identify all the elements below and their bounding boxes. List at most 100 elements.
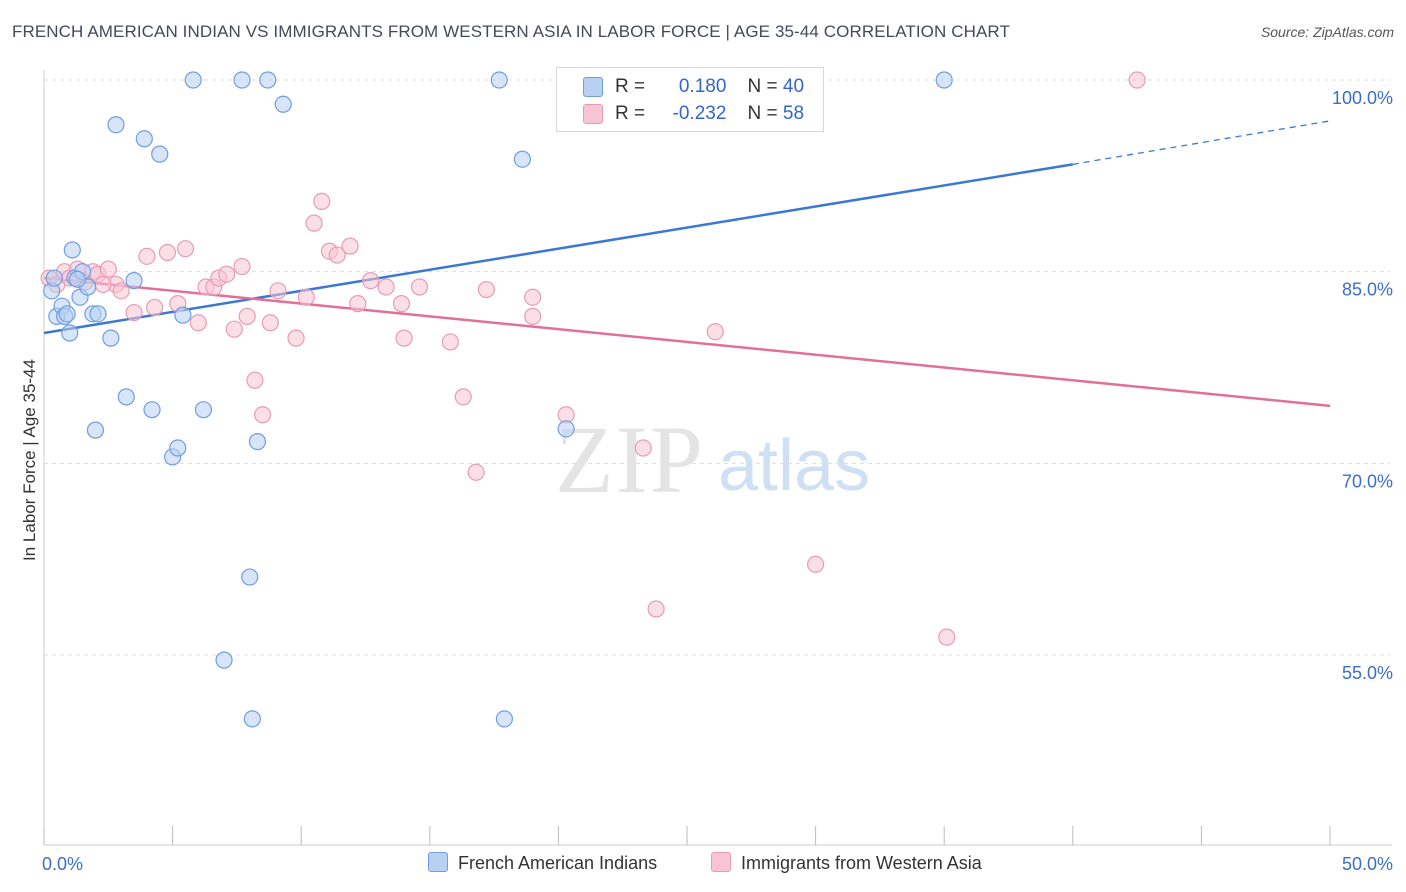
legend-swatch-blue bbox=[583, 77, 603, 97]
data-point-french-american-indian bbox=[274, 95, 292, 113]
data-point-french-american-indian bbox=[63, 241, 81, 259]
bottom-legend-label-pink: Immigrants from Western Asia bbox=[741, 853, 982, 873]
bottom-legend-item-pink: Immigrants from Western Asia bbox=[711, 852, 982, 874]
bottom-legend-swatch-pink bbox=[711, 852, 731, 872]
data-point-french-american-indian bbox=[490, 71, 508, 89]
trendline-extension-french-american-indian bbox=[1072, 120, 1331, 165]
data-points bbox=[40, 71, 1146, 728]
stats-legend: R = 0.180 N = 40 R = -0.232 N = 58 bbox=[556, 67, 824, 132]
data-point-western-asia bbox=[218, 265, 236, 283]
data-point-french-american-indian bbox=[89, 305, 107, 323]
data-point-western-asia bbox=[233, 257, 251, 276]
y-tick-label: 100.0% bbox=[1332, 88, 1393, 108]
legend-r-label: R = bbox=[615, 76, 646, 97]
source-credit: Source: ZipAtlas.com bbox=[1260, 24, 1394, 40]
data-point-french-american-indian bbox=[233, 71, 251, 89]
data-point-french-american-indian bbox=[143, 401, 161, 419]
legend-n-label: N = bbox=[747, 103, 778, 124]
data-point-western-asia bbox=[313, 192, 331, 210]
data-point-western-asia bbox=[225, 320, 243, 338]
data-point-western-asia bbox=[1128, 71, 1146, 89]
data-point-french-american-indian bbox=[117, 388, 135, 406]
data-point-western-asia bbox=[328, 246, 346, 264]
data-point-western-asia bbox=[477, 280, 495, 299]
data-point-french-american-indian bbox=[215, 651, 233, 669]
bottom-legend-item-blue: French American Indians bbox=[428, 852, 657, 874]
legend-text-pink: R = -0.232 N = 58 bbox=[615, 103, 804, 125]
data-point-french-american-indian bbox=[184, 71, 202, 89]
trendline-western-asia bbox=[43, 276, 1331, 408]
data-point-western-asia bbox=[297, 288, 315, 306]
data-point-french-american-indian bbox=[935, 71, 953, 89]
watermark-atlas: atlas bbox=[718, 426, 870, 506]
bottom-legend-label-blue: French American Indians bbox=[458, 853, 658, 873]
legend-r-label: R = bbox=[615, 103, 646, 124]
x-tick-label: 0.0% bbox=[42, 854, 83, 874]
data-point-western-asia bbox=[99, 260, 117, 278]
chart-title: FRENCH AMERICAN INDIAN VS IMMIGRANTS FRO… bbox=[12, 22, 1010, 41]
trendline-french-american-indian bbox=[43, 163, 1074, 335]
data-point-french-american-indian bbox=[151, 145, 169, 163]
data-point-french-american-indian bbox=[58, 305, 76, 323]
data-point-french-american-indian bbox=[45, 269, 63, 287]
y-axis-label: In Labor Force | Age 35-44 bbox=[20, 359, 39, 561]
data-point-french-american-indian bbox=[513, 150, 531, 168]
data-point-western-asia bbox=[269, 282, 287, 300]
tick-labels: 55.0% 70.0% 85.0% 100.0% 0.0% 50.0% bbox=[42, 88, 1393, 874]
data-point-western-asia bbox=[524, 307, 542, 325]
data-point-western-asia bbox=[377, 278, 395, 296]
data-point-western-asia bbox=[254, 406, 272, 424]
data-point-western-asia bbox=[441, 333, 459, 351]
y-tick-label: 55.0% bbox=[1342, 663, 1393, 683]
bottom-legend-swatch-blue bbox=[428, 852, 448, 872]
data-point-french-american-indian bbox=[68, 270, 87, 288]
watermark: ZIP atlas bbox=[555, 406, 870, 513]
data-point-western-asia bbox=[112, 282, 130, 300]
data-point-western-asia bbox=[94, 275, 112, 294]
data-point-western-asia bbox=[189, 314, 207, 332]
data-point-western-asia bbox=[125, 303, 143, 322]
data-point-french-american-indian bbox=[495, 710, 513, 728]
data-point-western-asia bbox=[524, 288, 542, 306]
data-point-western-asia bbox=[145, 298, 164, 317]
data-point-western-asia bbox=[647, 600, 665, 618]
data-point-western-asia bbox=[392, 295, 411, 313]
data-point-western-asia bbox=[410, 278, 429, 296]
x-tick-label: 50.0% bbox=[1342, 854, 1393, 874]
data-point-western-asia bbox=[138, 247, 156, 265]
legend-r-value: -0.232 bbox=[672, 103, 727, 124]
legend-n-value: 58 bbox=[782, 103, 805, 124]
data-point-western-asia bbox=[287, 329, 305, 347]
data-point-french-american-indian bbox=[107, 116, 125, 134]
data-point-western-asia bbox=[238, 307, 256, 325]
data-point-western-asia bbox=[467, 463, 485, 481]
data-point-western-asia bbox=[158, 243, 177, 262]
legend-text-blue: R = 0.180 N = 40 bbox=[615, 76, 804, 98]
y-tick-label: 70.0% bbox=[1342, 471, 1393, 491]
data-point-western-asia bbox=[341, 237, 359, 255]
data-point-french-american-indian bbox=[259, 71, 277, 89]
data-point-western-asia bbox=[395, 329, 413, 347]
data-point-french-american-indian bbox=[102, 329, 120, 347]
watermark-zip: ZIP bbox=[555, 406, 705, 513]
data-point-western-asia bbox=[454, 388, 472, 406]
data-point-french-american-indian bbox=[248, 433, 267, 451]
data-point-french-american-indian bbox=[243, 710, 261, 728]
data-point-western-asia bbox=[305, 214, 323, 232]
legend-swatch-pink bbox=[583, 104, 603, 124]
trend-lines bbox=[43, 120, 1331, 408]
data-point-french-american-indian bbox=[135, 130, 153, 148]
data-point-french-american-indian bbox=[61, 324, 79, 342]
data-point-french-american-indian bbox=[86, 421, 105, 439]
data-point-western-asia bbox=[349, 295, 367, 313]
data-point-western-asia bbox=[176, 240, 195, 258]
axes bbox=[43, 70, 1392, 846]
legend-n-label: N = bbox=[747, 76, 778, 97]
data-point-western-asia bbox=[261, 314, 279, 332]
grid-lines bbox=[44, 79, 1390, 656]
data-point-french-american-indian bbox=[194, 401, 213, 419]
data-point-french-american-indian bbox=[241, 568, 259, 586]
data-point-french-american-indian bbox=[125, 272, 143, 290]
data-point-french-american-indian bbox=[169, 439, 187, 457]
